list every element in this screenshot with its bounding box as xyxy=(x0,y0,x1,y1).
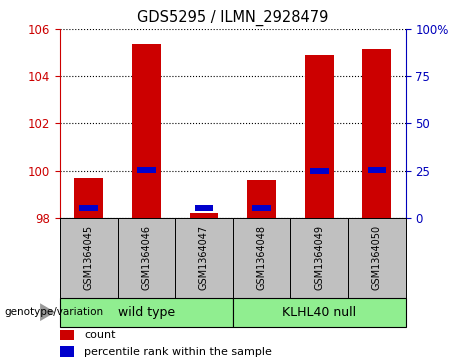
Bar xyxy=(118,218,175,298)
Bar xyxy=(74,178,103,218)
Text: KLHL40 null: KLHL40 null xyxy=(282,306,356,319)
Bar xyxy=(348,218,406,298)
Bar xyxy=(252,205,271,211)
Bar xyxy=(310,168,329,174)
Bar xyxy=(60,346,74,357)
Bar xyxy=(60,218,118,298)
Bar xyxy=(79,205,98,211)
Polygon shape xyxy=(40,303,55,321)
Text: GSM1364050: GSM1364050 xyxy=(372,225,382,290)
Bar xyxy=(132,44,161,218)
Bar xyxy=(367,167,386,173)
Text: GSM1364047: GSM1364047 xyxy=(199,225,209,290)
Bar xyxy=(305,55,334,218)
Text: count: count xyxy=(84,330,116,340)
Bar xyxy=(290,218,348,298)
Bar xyxy=(233,218,290,298)
Bar xyxy=(60,298,233,327)
Text: GSM1364049: GSM1364049 xyxy=(314,225,324,290)
Text: GSM1364045: GSM1364045 xyxy=(84,225,94,290)
Bar xyxy=(189,213,219,218)
Bar xyxy=(175,218,233,298)
Title: GDS5295 / ILMN_2928479: GDS5295 / ILMN_2928479 xyxy=(137,10,329,26)
Bar xyxy=(195,205,213,211)
Bar xyxy=(233,298,406,327)
Text: percentile rank within the sample: percentile rank within the sample xyxy=(84,347,272,356)
Bar xyxy=(247,180,276,218)
Bar xyxy=(60,330,74,340)
Bar xyxy=(362,49,391,218)
Text: genotype/variation: genotype/variation xyxy=(5,307,104,317)
Text: GSM1364048: GSM1364048 xyxy=(257,225,266,290)
Bar xyxy=(137,167,156,173)
Text: GSM1364046: GSM1364046 xyxy=(142,225,151,290)
Text: wild type: wild type xyxy=(118,306,175,319)
